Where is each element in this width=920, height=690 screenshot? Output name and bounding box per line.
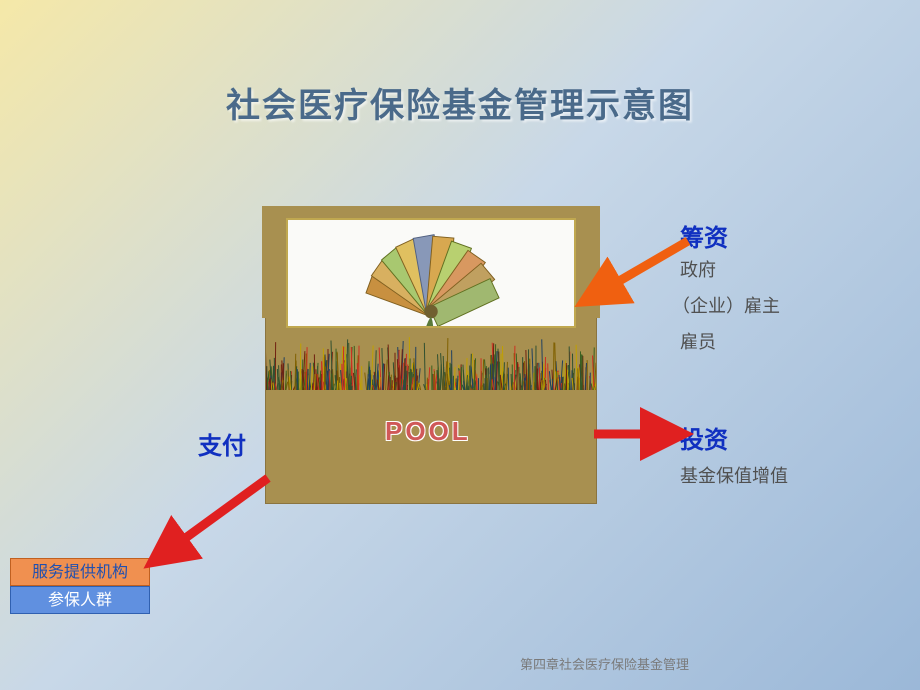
provider-box: 服务提供机构	[10, 558, 150, 586]
investment-header: 投资	[680, 420, 728, 455]
financing-header: 筹资	[680, 218, 728, 253]
arrow-financing	[590, 241, 688, 298]
payment-header: 支付	[198, 426, 246, 461]
financing-item-1: （企业）雇主	[672, 292, 780, 318]
financing-item-2: 雇员	[680, 328, 716, 354]
page-title: 社会医疗保险基金管理示意图	[0, 78, 920, 127]
pool-label: POOL	[385, 416, 471, 447]
footer-text: 第四章社会医疗保险基金管理	[520, 654, 689, 673]
money-fan-icon	[288, 220, 574, 326]
financing-item-0: 政府	[680, 256, 716, 282]
insured-box: 参保人群	[10, 586, 150, 614]
pool-grass-strip	[266, 330, 596, 390]
money-fan-image	[286, 218, 576, 328]
arrow-payment	[158, 478, 268, 558]
investment-sub: 基金保值增值	[680, 462, 788, 488]
